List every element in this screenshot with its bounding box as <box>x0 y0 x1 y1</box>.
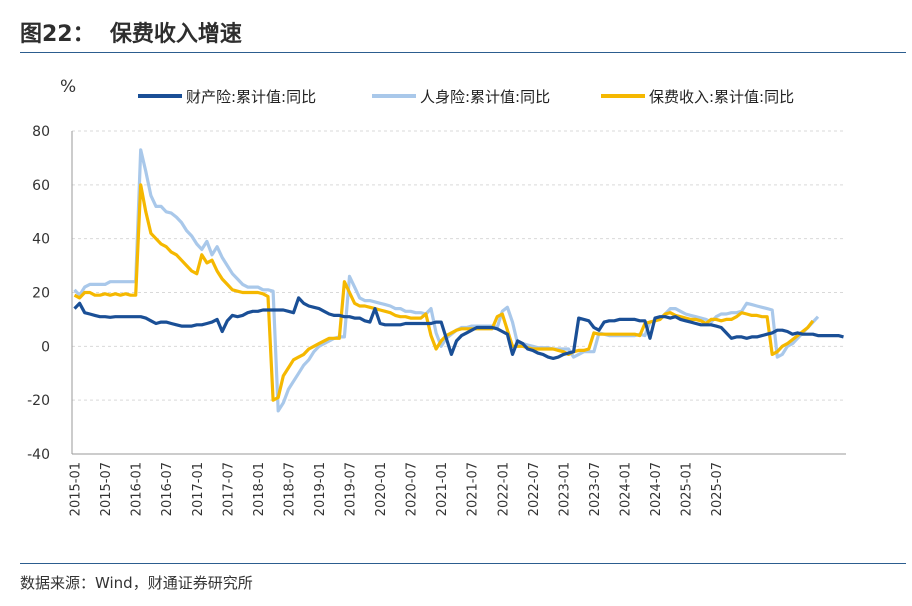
grid-lines <box>72 130 846 401</box>
source-note: 数据来源：Wind，财通证券研究所 <box>20 574 253 592</box>
x-tick-label: 2021-07 <box>466 462 481 516</box>
x-tick-label: 2015-07 <box>99 462 114 516</box>
y-tick-label: 20 <box>32 286 50 302</box>
y-tick-labels: -40 -20 0 20 40 60 80 <box>27 124 50 463</box>
x-tick-label: 2019-07 <box>344 462 359 516</box>
x-tick-label: 2023-01 <box>557 462 572 516</box>
x-tick-label: 2018-01 <box>252 462 267 516</box>
legend-label-1: 人身险:累计值:同比 <box>420 88 550 106</box>
figure-title: 图22： 保费收入增速 <box>20 22 242 47</box>
x-tick-label: 2018-07 <box>282 462 297 516</box>
x-tick-label: 2022-01 <box>496 462 511 516</box>
legend: 财产险:累计值:同比 人身险:累计值:同比 保费收入:累计值:同比 <box>138 88 794 106</box>
series-line-2 <box>73 183 815 402</box>
x-tick-label: 2024-07 <box>649 462 664 516</box>
x-tick-label: 2019-01 <box>313 462 328 516</box>
y-tick-label: 80 <box>32 124 50 140</box>
y-tick-label: 0 <box>41 339 50 355</box>
y-tick-label: -40 <box>27 447 50 463</box>
x-tick-label: 2025-07 <box>710 462 725 516</box>
x-tick-label: 2022-07 <box>527 462 542 516</box>
x-tick-label: 2015-01 <box>69 462 84 516</box>
x-tick-label: 2016-01 <box>130 462 145 516</box>
x-tick-label: 2020-07 <box>405 462 420 516</box>
x-tick-labels: 2015-01 2015-07 2016-01 2016-07 2017-01 2017-… <box>69 462 726 516</box>
x-tick-label: 2017-07 <box>221 462 236 516</box>
x-tick-label: 2017-01 <box>191 462 206 516</box>
legend-label-0: 财产险:累计值:同比 <box>186 88 316 106</box>
series-line-1 <box>73 148 820 413</box>
x-tick-label: 2024-01 <box>618 462 633 516</box>
x-tick-label: 2016-07 <box>160 462 175 516</box>
series-line-0 <box>73 296 844 360</box>
x-tick-label: 2020-01 <box>374 462 389 516</box>
y-axis-unit: % <box>60 77 76 97</box>
y-tick-label: -20 <box>27 393 50 409</box>
axes <box>71 131 846 455</box>
title-rule <box>20 52 906 53</box>
y-tick-label: 60 <box>32 178 50 194</box>
x-tick-label: 2025-01 <box>680 462 695 516</box>
x-tick-label: 2021-01 <box>435 462 450 516</box>
y-tick-label: 40 <box>32 232 50 248</box>
footer-rule <box>20 563 906 564</box>
x-tick-label: 2023-07 <box>588 462 603 516</box>
series-lines <box>73 148 844 413</box>
legend-label-2: 保费收入:累计值:同比 <box>649 88 794 106</box>
